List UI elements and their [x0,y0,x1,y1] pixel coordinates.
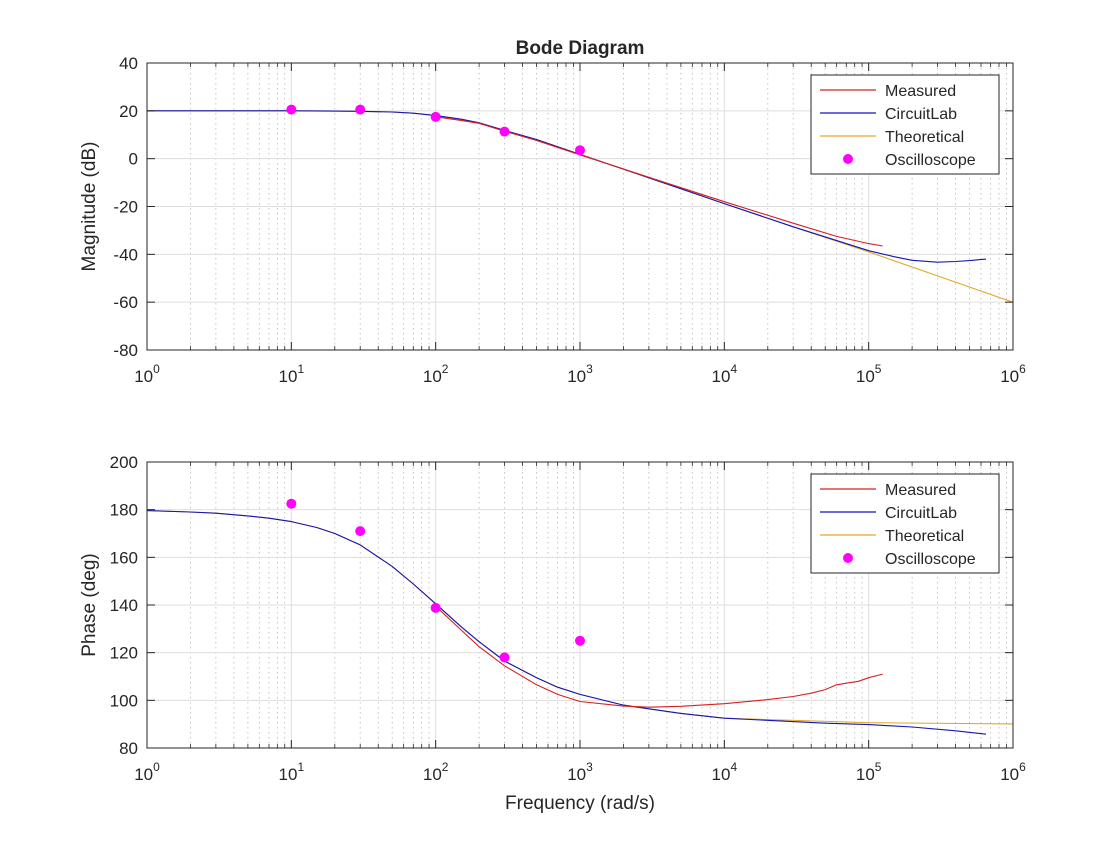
x-tick-base: 10 [712,367,731,386]
x-tick-label: 102 [423,362,449,386]
x-tick-base: 10 [279,367,298,386]
data-point-oscilloscope [355,526,366,537]
x-tick-exponent: 3 [586,362,593,376]
y-tick-label: 40 [119,54,138,73]
x-tick-base: 10 [856,367,875,386]
legend-label-measured: Measured [885,482,956,499]
legend-label-oscilloscope: Oscilloscope [885,152,976,169]
x-tick-base: 10 [1000,765,1019,784]
y-tick-label: 20 [119,102,138,121]
legend-label-oscilloscope: Oscilloscope [885,551,976,568]
legend-label-theoretical: Theoretical [885,129,964,146]
y-tick-label: 140 [110,596,138,615]
x-tick-exponent: 4 [730,362,737,376]
data-point-oscilloscope [430,602,441,613]
legend-label-circuitlab: CircuitLab [885,505,957,522]
y-tick-label: -20 [113,198,138,217]
data-point-oscilloscope [355,104,366,115]
legend-label-measured: Measured [885,83,956,100]
legend-swatch-oscilloscope [843,553,853,563]
legend: Measured CircuitLab Theoretical Oscilloscop… [810,473,1000,574]
x-tick-base: 10 [423,765,442,784]
x-tick-exponent: 0 [153,760,160,774]
series-line-circuitlab [147,110,987,263]
x-tick-label: 101 [279,760,305,784]
y-tick-label: 100 [110,691,138,710]
x-tick-label: 106 [1000,760,1026,784]
x-tick-base: 10 [134,367,153,386]
x-tick-exponent: 5 [875,362,882,376]
series-line-circuitlab [147,510,987,735]
y-axis-label: Magnitude (dB) [79,142,100,272]
x-tick-label: 104 [712,362,738,386]
x-tick-exponent: 6 [1019,362,1026,376]
x-tick-base: 10 [567,765,586,784]
legend-label-circuitlab: CircuitLab [885,106,957,123]
y-tick-label: 200 [110,453,138,472]
data-point-oscilloscope [499,652,510,663]
series-line-measured [435,116,883,247]
x-tick-exponent: 5 [875,760,882,774]
x-tick-exponent: 2 [442,760,449,774]
y-tick-label: 160 [110,548,138,567]
y-tick-label: -80 [113,341,138,360]
y-tick-label: -40 [113,245,138,264]
y-tick-label: -60 [113,293,138,312]
y-tick-label: 80 [119,739,138,758]
data-point-oscilloscope [575,635,585,646]
legend-swatch-oscilloscope [843,154,853,164]
phase-panel: 100 101 102 103 104 105 1062001801601401201008… [79,453,1026,784]
x-tick-base: 10 [712,765,731,784]
x-tick-exponent: 1 [297,362,304,376]
y-tick-label: 180 [110,501,138,520]
x-tick-exponent: 3 [586,760,593,774]
data-point-oscilloscope [430,111,441,122]
x-tick-base: 10 [1000,367,1019,386]
data-point-oscilloscope [499,126,510,137]
legend-box [810,473,1000,574]
x-tick-label: 104 [712,760,738,784]
x-tick-exponent: 4 [730,760,737,774]
x-tick-label: 100 [134,760,160,784]
x-tick-label: 101 [279,362,305,386]
x-tick-label: 106 [1000,362,1026,386]
x-tick-label: 103 [567,362,593,386]
x-tick-exponent: 6 [1019,760,1026,774]
series-line-measured [435,605,883,708]
y-tick-label: 120 [110,644,138,663]
x-tick-base: 10 [567,367,586,386]
x-axis-label: Frequency (rad/s) [505,793,655,814]
x-tick-label: 105 [856,362,882,386]
x-tick-base: 10 [134,765,153,784]
y-tick-label: 0 [129,150,138,169]
x-tick-label: 102 [423,760,449,784]
legend-box [810,74,1000,175]
x-tick-label: 105 [856,760,882,784]
data-point-oscilloscope [575,145,585,156]
magnitude-panel: 100 101 102 103 104 105 10640200-20-40-60-80Ma… [79,54,1026,386]
x-tick-exponent: 1 [297,760,304,774]
series-group [147,110,1013,303]
legend-label-theoretical: Theoretical [885,528,964,545]
x-tick-base: 10 [279,765,298,784]
x-tick-base: 10 [423,367,442,386]
x-tick-base: 10 [856,765,875,784]
x-tick-exponent: 0 [153,362,160,376]
legend: Measured CircuitLab Theoretical Oscilloscop… [810,74,1000,175]
data-point-oscilloscope [286,104,297,115]
x-tick-label: 100 [134,362,160,386]
data-point-oscilloscope [286,498,297,509]
y-axis-label: Phase (deg) [79,553,100,657]
chart-title: Bode Diagram [516,38,645,59]
x-tick-exponent: 2 [442,362,449,376]
x-tick-label: 103 [567,760,593,784]
